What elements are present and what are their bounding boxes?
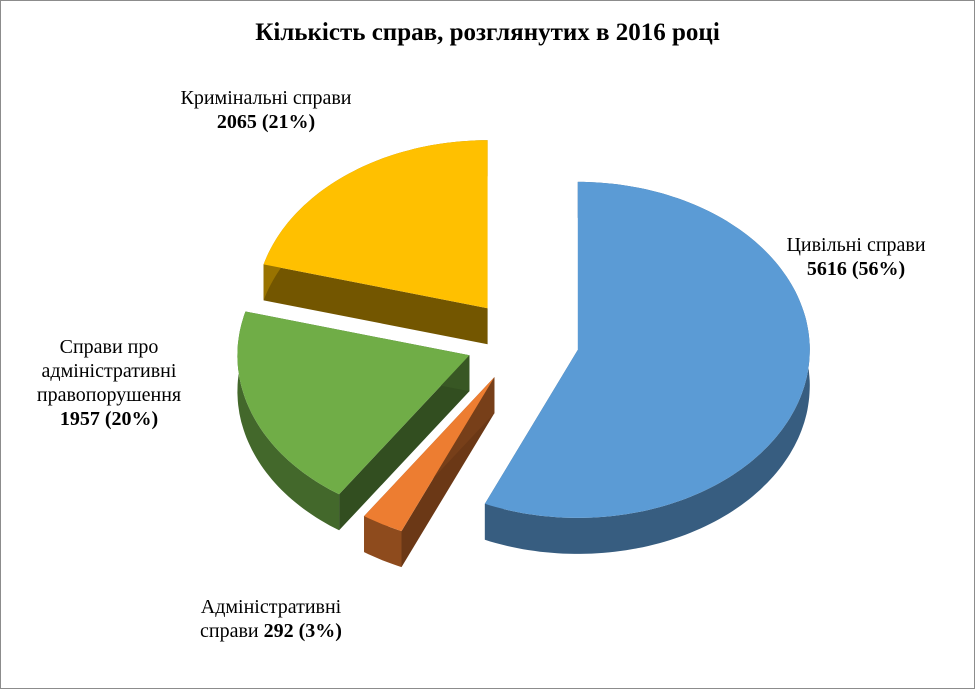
- data-label: Справи про адміністративні правопорушенн…: [9, 335, 209, 431]
- slice-side: [263, 264, 488, 345]
- category-label: Кримінальні справи: [180, 87, 352, 109]
- category-label: Справи про адміністративні правопорушенн…: [36, 336, 182, 406]
- slice-side: [364, 516, 402, 568]
- pie-slice: [364, 377, 495, 532]
- slice-side: [339, 355, 470, 531]
- value-label: 5616 (56%): [806, 258, 906, 280]
- chart-title: Кількість справ, розглянутих в 2016 році: [255, 19, 720, 46]
- slice-side: [484, 181, 810, 554]
- data-label: Кримінальні справи 2065 (21%): [166, 86, 366, 134]
- value-label: 292 (3%): [263, 620, 342, 642]
- category-label: Адміністративні справи: [200, 596, 342, 642]
- pie-slice: [263, 140, 488, 309]
- slice-side: [237, 311, 340, 531]
- data-label: Цивільні справи 5616 (56%): [766, 233, 946, 281]
- category-label: Цивільні справи: [786, 234, 926, 256]
- pie-slice: [484, 181, 810, 518]
- data-label: Адміністративні справи 292 (3%): [171, 595, 371, 643]
- value-label: 2065 (21%): [216, 111, 316, 133]
- value-label: 1957 (20%): [59, 408, 159, 430]
- pie-slice: [237, 311, 470, 495]
